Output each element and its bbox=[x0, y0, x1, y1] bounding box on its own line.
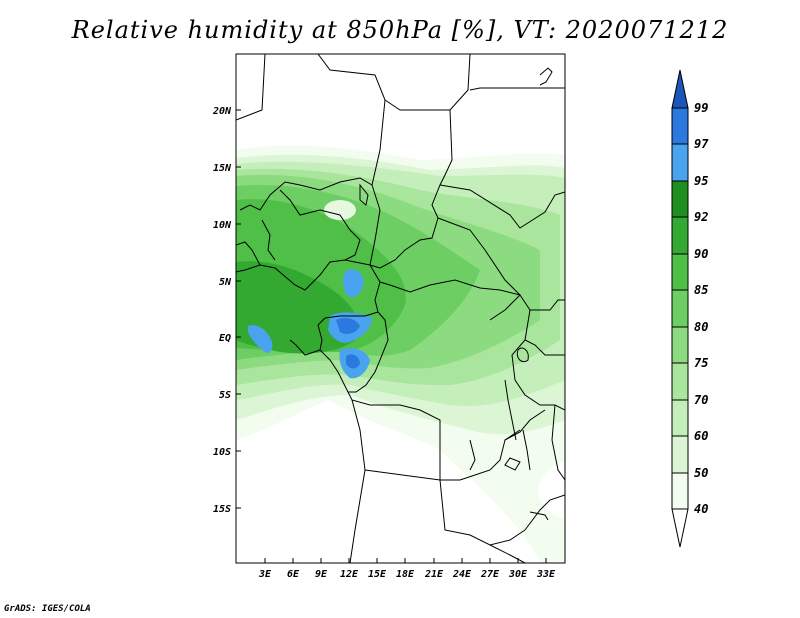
lon-label: 6E bbox=[287, 569, 300, 580]
colorbar-swatch bbox=[671, 216, 689, 255]
colorbar-swatch bbox=[671, 289, 689, 328]
colorbar-label: 95 bbox=[694, 174, 708, 188]
lon-label: 3E bbox=[258, 569, 272, 580]
colorbar-label: 50 bbox=[694, 466, 708, 480]
colorbar-label: 70 bbox=[694, 393, 708, 407]
lat-label: 15N bbox=[213, 163, 232, 174]
rh-90-band bbox=[236, 261, 359, 354]
rh-97-patch-b bbox=[346, 354, 360, 369]
lat-axis: 20N 15N 10N 5N EQ 5S 10S 15S bbox=[212, 106, 241, 515]
lon-label: 33E bbox=[536, 569, 556, 580]
rh-95-patch-d bbox=[343, 269, 364, 298]
lon-label: 21E bbox=[424, 569, 444, 580]
colorbar-swatch bbox=[671, 143, 689, 182]
colorbar-swatch bbox=[671, 107, 689, 145]
colorbar-swatch bbox=[671, 472, 689, 510]
colorbar-swatch bbox=[671, 399, 689, 437]
humidity-field bbox=[236, 54, 565, 563]
lat-label: 10N bbox=[213, 220, 232, 231]
colorbar-swatch bbox=[671, 180, 689, 218]
colorbar-bottom-arrow bbox=[671, 508, 689, 548]
lat-label: EQ bbox=[219, 333, 231, 344]
colorbar-labels: 99 97 95 92 90 85 80 75 70 60 50 40 bbox=[694, 101, 709, 516]
credit-label: GrADS: IGES/COLA bbox=[4, 604, 91, 614]
lon-label: 30E bbox=[508, 569, 528, 580]
colorbar-swatch bbox=[671, 253, 689, 291]
colorbar-label: 60 bbox=[694, 429, 708, 443]
lat-label: 10S bbox=[213, 447, 231, 458]
rh-95-patch-c bbox=[247, 324, 273, 353]
lat-label: 20N bbox=[212, 106, 232, 117]
lon-label: 27E bbox=[480, 569, 500, 580]
colorbar-swatch bbox=[671, 435, 689, 474]
colorbar-label: 92 bbox=[694, 210, 708, 224]
colorbar-top-arrow bbox=[671, 69, 689, 109]
lon-label: 15E bbox=[368, 569, 387, 580]
colorbar-label: 97 bbox=[694, 137, 709, 151]
colorbar-label: 80 bbox=[694, 320, 708, 334]
dry-patch bbox=[324, 200, 356, 220]
colorbar-swatch bbox=[671, 326, 689, 364]
lat-label: 15S bbox=[213, 504, 231, 515]
chart-title: Relative humidity at 850hPa [%], VT: 202… bbox=[71, 16, 729, 44]
lat-label: 5S bbox=[219, 390, 231, 401]
lon-label: 24E bbox=[452, 569, 472, 580]
lon-label: 12E bbox=[340, 569, 359, 580]
colorbar-label: 90 bbox=[694, 247, 708, 261]
lat-label: 5N bbox=[219, 277, 232, 288]
lon-label: 18E bbox=[396, 569, 415, 580]
colorbar-swatch bbox=[671, 362, 689, 401]
rh-97-patch bbox=[336, 318, 360, 334]
country-borders bbox=[236, 54, 565, 563]
lon-axis: 3E 6E 9E 12E 15E 18E 21E 24E 27E 30E 33E bbox=[258, 558, 556, 580]
lon-label: 9E bbox=[315, 569, 328, 580]
map-frame bbox=[235, 53, 566, 564]
colorbar-label: 75 bbox=[694, 356, 708, 370]
colorbar-label: 85 bbox=[694, 283, 708, 297]
colorbar bbox=[671, 69, 689, 548]
colorbar-label: 99 bbox=[694, 101, 708, 115]
colorbar-label: 40 bbox=[694, 502, 708, 516]
